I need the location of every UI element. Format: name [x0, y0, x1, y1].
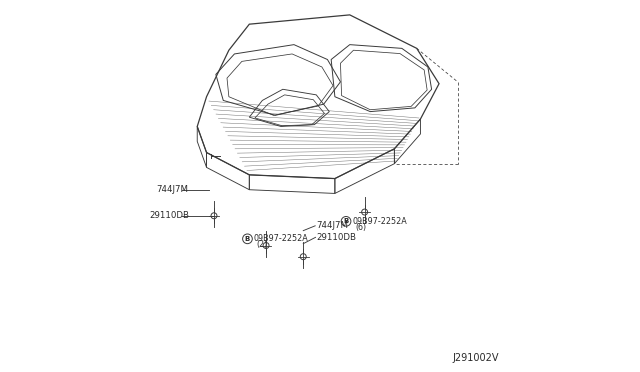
Text: 29110DB: 29110DB [316, 233, 356, 242]
Text: (6): (6) [356, 223, 367, 232]
Text: 29110DB: 29110DB [149, 211, 189, 220]
Text: 744J7M: 744J7M [156, 185, 188, 194]
Text: 744J7M: 744J7M [316, 221, 348, 230]
Text: (2): (2) [257, 240, 268, 249]
Text: 09B97-2252A: 09B97-2252A [353, 217, 408, 226]
Text: 09B97-2252A: 09B97-2252A [254, 234, 308, 243]
Text: B: B [245, 236, 250, 242]
Text: J291002V: J291002V [452, 353, 499, 363]
Text: B: B [344, 218, 349, 224]
